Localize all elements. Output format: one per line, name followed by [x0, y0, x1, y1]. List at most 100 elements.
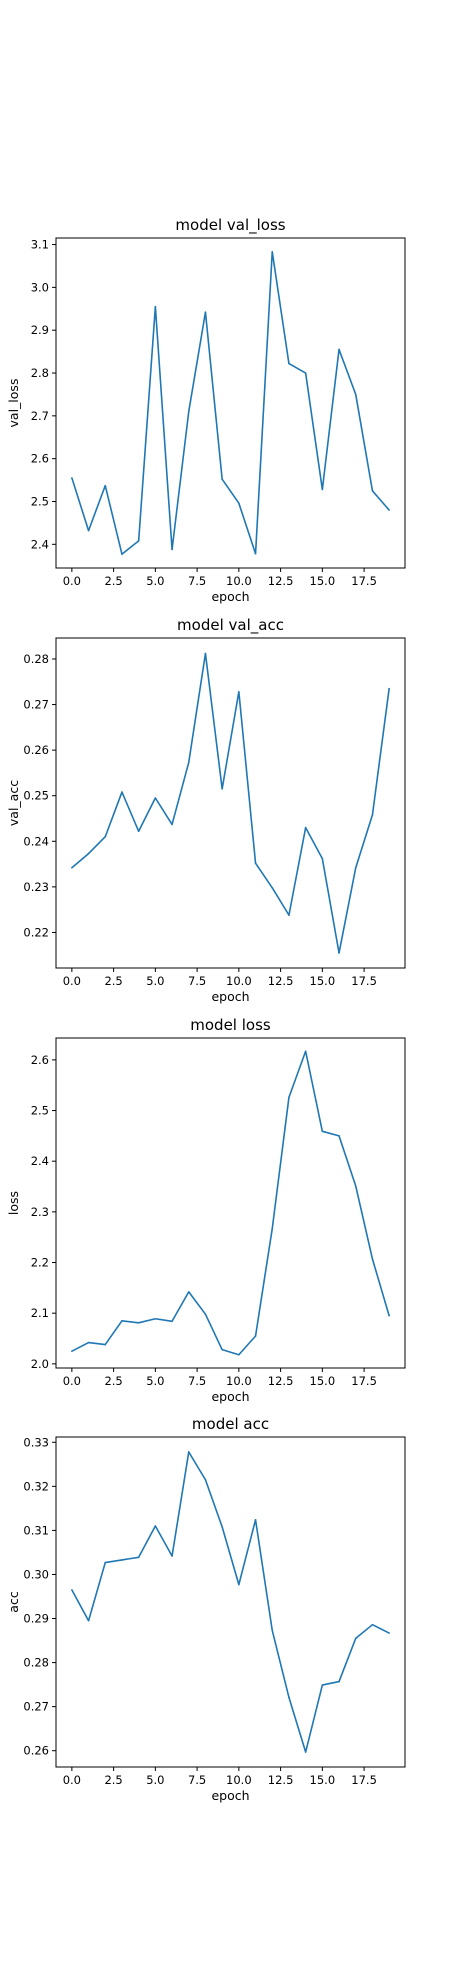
data-point — [104, 484, 107, 487]
data-point — [71, 1589, 73, 1591]
data-point — [221, 1526, 223, 1528]
x-tick-label: 0.0 — [63, 1374, 81, 1388]
data-point — [354, 866, 357, 869]
data-point — [254, 1335, 257, 1337]
data-point — [104, 1561, 107, 1564]
data-point — [238, 690, 240, 693]
plot-frame — [55, 237, 406, 569]
data-point — [321, 1684, 324, 1686]
series-line — [71, 652, 390, 954]
x-tick-label: 7.5 — [188, 1374, 206, 1388]
x-tick-label: 10.0 — [226, 1374, 252, 1388]
series-line — [71, 251, 390, 555]
series-line — [71, 1050, 390, 1356]
y-tick-label: 0.26 — [23, 743, 49, 757]
data-point — [71, 477, 73, 479]
data-point — [238, 502, 240, 505]
data-point — [321, 1130, 324, 1133]
data-point — [271, 1227, 274, 1230]
x-tick-label: 2.5 — [104, 974, 122, 988]
data-point — [121, 1559, 123, 1561]
data-point — [338, 952, 340, 954]
data-point — [87, 1341, 90, 1344]
y-tick-label: 0.27 — [23, 698, 49, 712]
data-point — [304, 826, 307, 829]
y-tick-label: 2.3 — [31, 1205, 49, 1219]
data-point — [304, 1050, 307, 1053]
x-tick-label: 17.5 — [351, 1773, 377, 1787]
series-line — [71, 1451, 390, 1753]
data-point — [121, 1319, 123, 1322]
x-tick-label: 0.0 — [63, 974, 81, 988]
data-point — [87, 529, 90, 532]
data-point — [304, 372, 307, 374]
x-axis-label: epoch — [211, 589, 249, 604]
data-point — [221, 478, 223, 481]
data-point — [71, 1350, 73, 1352]
data-point — [388, 687, 390, 690]
data-point — [288, 914, 290, 916]
data-point — [238, 1353, 240, 1356]
y-tick-label: 2.6 — [31, 1053, 49, 1067]
data-point — [338, 1680, 340, 1683]
data-point — [338, 348, 340, 351]
data-point — [154, 305, 157, 308]
data-point — [154, 797, 157, 799]
y-tick-label: 2.0 — [31, 1357, 49, 1371]
x-tick-label: 0.0 — [63, 574, 81, 588]
x-tick-label: 2.5 — [104, 1374, 122, 1388]
data-point — [171, 1555, 173, 1557]
chart-4: model acc 0.0 2.5 5.0 7.5 10.0 12.5 15.0 17.5 0.2… — [6, 1415, 406, 1803]
y-tick-label: 0.29 — [23, 1612, 49, 1626]
x-tick-label: 12.5 — [268, 574, 294, 588]
x-tick-label: 15.0 — [310, 574, 336, 588]
data-point — [154, 1525, 157, 1527]
data-point — [354, 1637, 357, 1640]
y-tick-label: 0.25 — [23, 789, 49, 803]
data-point — [204, 311, 207, 314]
data-point — [371, 1258, 374, 1260]
y-axis-label: loss — [6, 1191, 21, 1215]
y-tick-label: 2.2 — [31, 1256, 49, 1270]
data-point — [254, 1519, 257, 1521]
data-point — [137, 540, 140, 542]
y-tick-label: 0.30 — [23, 1567, 49, 1581]
y-axis-label: acc — [6, 1591, 21, 1613]
data-point — [304, 1751, 307, 1753]
data-point — [154, 1317, 157, 1320]
data-point — [388, 1632, 390, 1634]
plot-frame — [55, 1037, 406, 1369]
y-tick-label: 2.6 — [31, 452, 49, 466]
y-tick-label: 2.5 — [31, 494, 49, 508]
y-axis-label: val_acc — [6, 780, 21, 826]
y-tick-label: 0.31 — [23, 1523, 49, 1537]
data-point — [104, 835, 107, 838]
y-tick-label: 0.27 — [23, 1700, 49, 1714]
x-tick-label: 10.0 — [226, 574, 252, 588]
y-tick-label: 2.1 — [31, 1306, 49, 1320]
chart-2: model val_acc 0.0 2.5 5.0 7.5 10.0 12.5 15.0 17.… — [6, 616, 406, 1004]
plot-frame — [55, 1436, 406, 1768]
data-point — [321, 488, 324, 491]
data-point — [254, 552, 257, 555]
data-point — [204, 652, 207, 655]
y-tick-label: 0.33 — [23, 1435, 49, 1449]
data-point — [137, 1556, 140, 1559]
data-point — [221, 788, 223, 790]
x-axis-label: epoch — [211, 1788, 249, 1803]
data-point — [388, 509, 390, 511]
x-tick-label: 17.5 — [351, 1374, 377, 1388]
data-point — [204, 1313, 207, 1315]
data-point — [187, 1451, 190, 1453]
x-tick-label: 17.5 — [351, 974, 377, 988]
data-point — [137, 1322, 140, 1324]
data-point — [187, 761, 190, 764]
x-tick-label: 2.5 — [104, 574, 122, 588]
data-point — [171, 1320, 173, 1323]
x-tick-label: 0.0 — [63, 1773, 81, 1787]
data-point — [121, 553, 123, 555]
data-point — [338, 1135, 340, 1137]
data-point — [187, 410, 190, 413]
chart-title: model val_acc — [177, 616, 284, 635]
